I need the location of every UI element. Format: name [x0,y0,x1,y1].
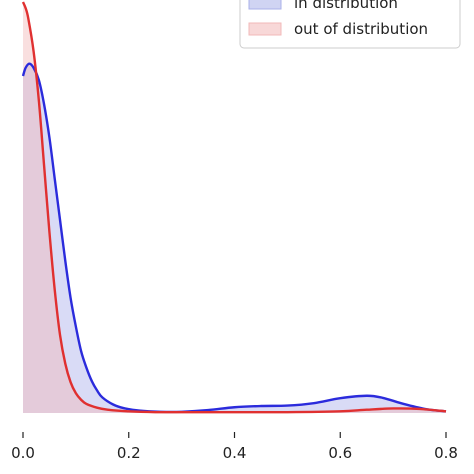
series-1-fill [23,2,446,413]
series-0-line [21,62,447,414]
series-1-line [21,1,447,414]
x-tick-label: 0.4 [223,444,247,462]
x-tick-label: 0.0 [11,444,35,462]
legend-swatch [248,22,282,36]
legend: in distribution out of distribution [239,0,461,49]
x-tick-label: 0.2 [117,444,141,462]
legend-label: in distribution [294,0,398,12]
plot-area [21,1,447,414]
x-tick-label: 0.6 [328,444,352,462]
axes: 0.0 0.2 0.4 0.6 0.8 [11,432,458,462]
series-0-fill [23,63,446,414]
legend-swatch [248,0,282,10]
legend-box [239,0,461,49]
legend-label: out of distribution [294,20,428,38]
x-tick-label: 0.8 [434,444,458,462]
